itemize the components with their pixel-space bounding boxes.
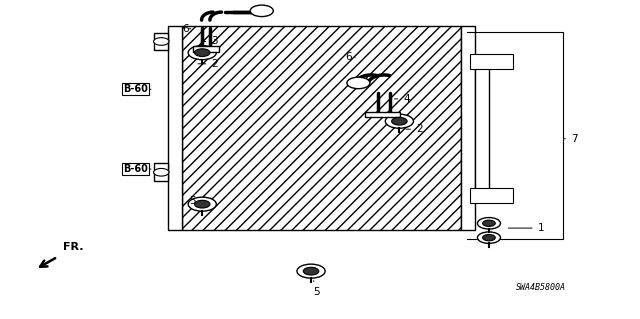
Text: B-60: B-60 (123, 84, 151, 94)
Circle shape (154, 38, 169, 45)
Circle shape (195, 49, 210, 56)
Text: 4: 4 (394, 94, 410, 104)
Circle shape (154, 168, 169, 176)
Text: 6: 6 (346, 52, 355, 63)
Circle shape (385, 114, 413, 128)
Circle shape (195, 200, 210, 208)
Text: 2: 2 (406, 124, 422, 134)
Bar (470, 54, 513, 69)
Circle shape (392, 117, 407, 125)
Text: 5: 5 (314, 281, 320, 297)
Circle shape (347, 77, 370, 89)
Bar (182, 26, 461, 230)
Bar (461, 26, 475, 230)
Text: 6: 6 (182, 24, 191, 34)
Bar (154, 33, 168, 50)
Circle shape (303, 267, 319, 275)
Text: FR.: FR. (63, 242, 83, 252)
Text: 2: 2 (198, 59, 218, 69)
Bar (470, 188, 513, 203)
Text: 5: 5 (189, 196, 202, 206)
Bar (168, 26, 182, 230)
Text: 3: 3 (201, 36, 218, 47)
Circle shape (250, 5, 273, 17)
Circle shape (483, 220, 495, 226)
Circle shape (188, 46, 216, 60)
Circle shape (297, 264, 325, 278)
Circle shape (477, 232, 500, 243)
Bar (154, 164, 168, 181)
Text: SWA4B5800A: SWA4B5800A (516, 283, 566, 292)
Circle shape (188, 197, 216, 211)
Bar (365, 112, 400, 117)
Text: B-60: B-60 (123, 164, 151, 174)
Bar (475, 57, 489, 201)
Circle shape (483, 234, 495, 241)
Circle shape (477, 218, 500, 229)
Text: 1: 1 (508, 223, 544, 233)
Text: 7: 7 (564, 134, 577, 144)
Bar (193, 46, 219, 52)
